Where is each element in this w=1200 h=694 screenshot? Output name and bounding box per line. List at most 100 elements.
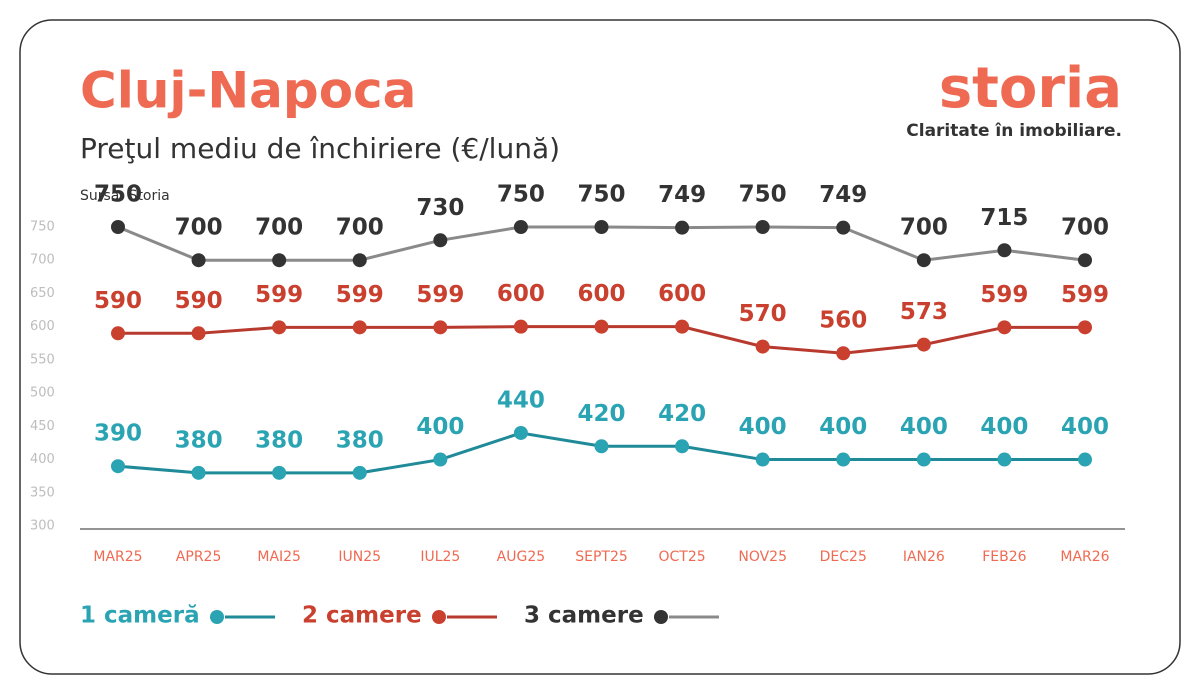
data-label: 420 [658, 401, 706, 427]
x-tick-label: NOV25 [738, 549, 787, 565]
y-tick-label: 450 [30, 419, 55, 434]
x-tick-label: MAI25 [257, 549, 301, 565]
data-label: 599 [980, 282, 1028, 308]
data-label: 560 [819, 308, 867, 334]
data-point [1078, 253, 1092, 268]
x-tick-label: OCT25 [658, 549, 705, 565]
data-label: 700 [175, 215, 223, 241]
data-label: 750 [94, 182, 142, 208]
y-tick-label: 650 [30, 286, 55, 301]
data-label: 700 [336, 215, 384, 241]
data-point [191, 465, 206, 480]
data-point [111, 326, 125, 341]
data-point [675, 319, 690, 334]
data-point [836, 220, 851, 235]
data-label: 390 [94, 421, 142, 447]
data-point [272, 320, 287, 335]
data-label: 749 [819, 182, 867, 208]
data-point [755, 452, 770, 467]
legend-marker [654, 610, 668, 624]
data-label: 700 [900, 215, 948, 241]
frame [19, 19, 1181, 675]
y-tick-label: 750 [30, 220, 55, 235]
data-label: 573 [900, 299, 948, 325]
data-label: 590 [175, 288, 223, 314]
data-label: 599 [255, 282, 303, 308]
data-point [513, 319, 528, 334]
data-point [594, 439, 609, 454]
data-label: 380 [255, 427, 303, 453]
data-point [352, 465, 367, 480]
x-tick-label: IAN26 [903, 549, 945, 565]
data-point [836, 452, 851, 467]
data-point [675, 439, 690, 454]
y-tick-label: 400 [30, 452, 55, 467]
data-label: 599 [336, 282, 384, 308]
x-tick-label: MAR25 [93, 549, 142, 565]
data-label: 750 [739, 182, 787, 208]
data-label: 400 [819, 414, 867, 440]
data-label: 749 [658, 182, 706, 208]
data-label: 750 [497, 182, 545, 208]
data-label: 440 [497, 387, 545, 413]
x-tick-label: IUN25 [338, 549, 381, 565]
data-label: 599 [416, 282, 464, 308]
y-tick-label: 300 [30, 519, 55, 534]
y-tick-label: 350 [30, 485, 55, 500]
y-tick-label: 700 [30, 253, 55, 268]
data-label: 400 [416, 414, 464, 440]
y-tick-label: 500 [30, 386, 55, 401]
data-point [594, 319, 609, 334]
data-label: 400 [1061, 414, 1109, 440]
data-label: 400 [739, 414, 787, 440]
data-label: 380 [175, 427, 223, 453]
brand-logo: storia [939, 56, 1122, 121]
data-label: 570 [739, 301, 787, 327]
data-label: 420 [577, 401, 625, 427]
data-point [272, 465, 287, 480]
data-label: 700 [255, 215, 303, 241]
x-tick-label: MAR26 [1060, 549, 1109, 565]
data-label: 600 [577, 281, 625, 307]
y-tick-label: 600 [30, 319, 55, 334]
data-point [272, 253, 287, 268]
x-tick-label: FEB26 [982, 549, 1026, 565]
data-point [191, 326, 206, 341]
x-tick-label: AUG25 [497, 549, 546, 565]
data-point [755, 220, 770, 234]
data-label: 600 [497, 281, 545, 307]
data-point [594, 220, 609, 234]
data-point [352, 253, 367, 268]
chart-title: Cluj-Napoca [80, 62, 416, 120]
data-label: 590 [94, 288, 142, 314]
legend-marker [432, 610, 446, 624]
data-point [433, 320, 448, 335]
data-point [513, 425, 528, 440]
data-point [997, 452, 1012, 467]
data-point [111, 220, 125, 234]
data-point [352, 320, 367, 335]
legend-label: 3 camere [524, 603, 644, 629]
data-point [191, 253, 206, 268]
data-point [916, 337, 931, 352]
data-label: 380 [336, 427, 384, 453]
data-point [836, 346, 851, 361]
data-point [675, 220, 690, 235]
brand-tagline: Claritate în imobiliare. [906, 121, 1122, 141]
x-tick-label: APR25 [176, 549, 222, 565]
data-label: 600 [658, 281, 706, 307]
chart-subtitle: Preţul mediu de închiriere (€/lună) [80, 132, 560, 165]
data-point [755, 339, 770, 354]
data-label: 730 [416, 195, 464, 221]
legend-label: 1 cameră [80, 603, 200, 629]
data-label: 599 [1061, 282, 1109, 308]
y-tick-label: 550 [30, 352, 55, 367]
data-label: 400 [900, 414, 948, 440]
data-point [997, 320, 1012, 335]
data-point [1078, 320, 1092, 335]
data-point [111, 459, 125, 474]
legend-label: 2 camere [302, 603, 422, 629]
x-tick-label: SEPT25 [575, 549, 628, 565]
data-label: 400 [980, 414, 1028, 440]
